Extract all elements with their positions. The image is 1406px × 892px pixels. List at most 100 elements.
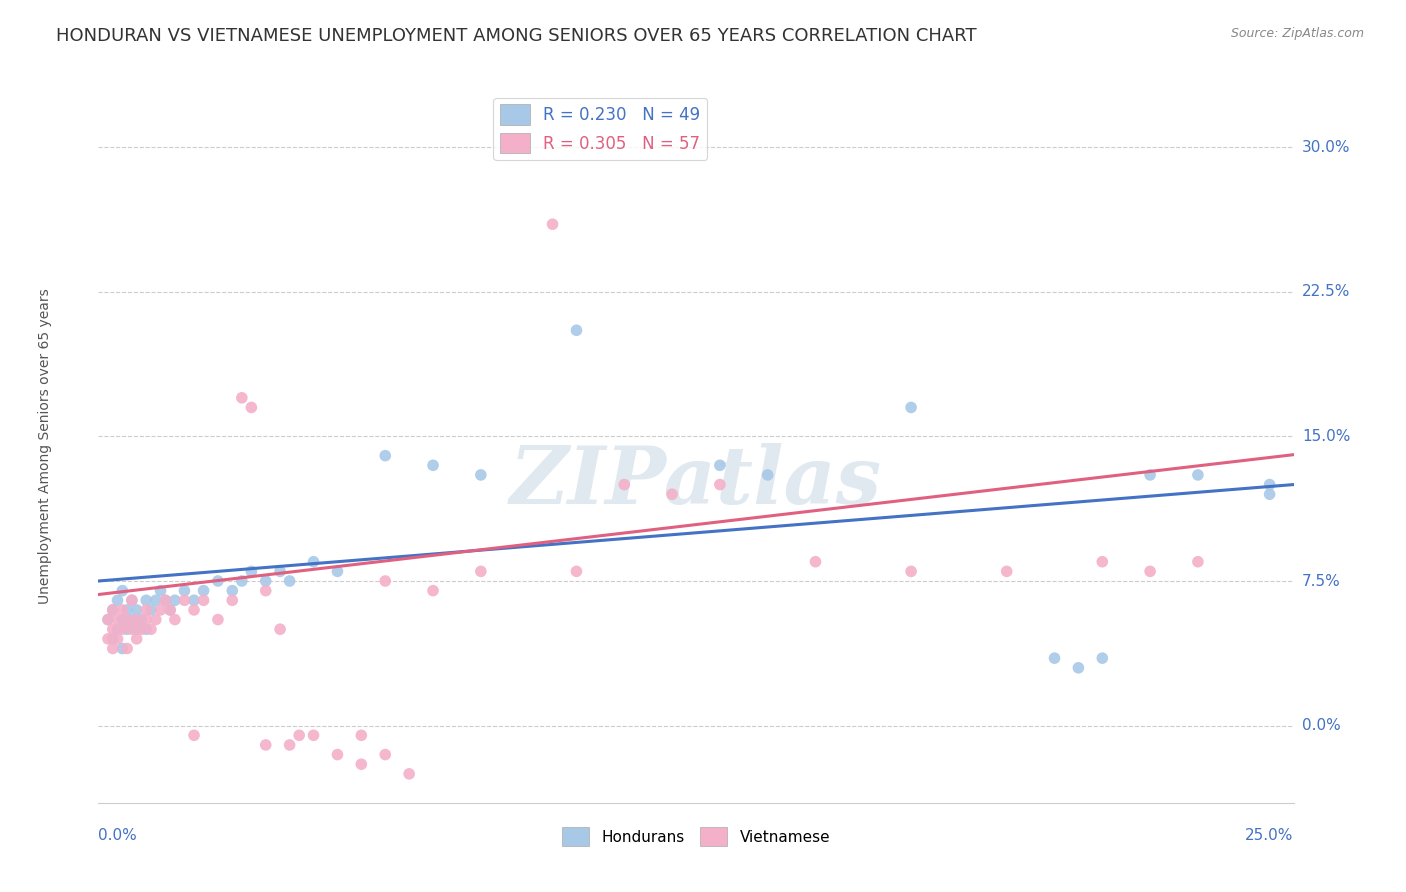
Point <box>1043 651 1066 665</box>
Point <box>756 467 779 482</box>
Point <box>661 487 683 501</box>
Text: HONDURAN VS VIETNAMESE UNEMPLOYMENT AMONG SENIORS OVER 65 YEARS CORRELATION CHAR: HONDURAN VS VIETNAMESE UNEMPLOYMENT AMON… <box>56 27 977 45</box>
Legend: Hondurans, Vietnamese: Hondurans, Vietnamese <box>555 822 837 852</box>
Point <box>125 603 148 617</box>
Point <box>149 603 172 617</box>
Point <box>269 622 291 636</box>
Point <box>115 603 138 617</box>
Point <box>101 622 124 636</box>
Point <box>101 603 124 617</box>
Point <box>145 613 167 627</box>
Point <box>804 555 827 569</box>
Point <box>254 574 277 588</box>
Point <box>183 593 205 607</box>
Point <box>613 477 636 491</box>
Text: 30.0%: 30.0% <box>1302 139 1350 154</box>
Point <box>159 603 181 617</box>
Point <box>101 632 124 646</box>
Point <box>135 613 157 627</box>
Point <box>221 583 243 598</box>
Point <box>565 323 588 337</box>
Point <box>269 565 291 579</box>
Point <box>470 565 492 579</box>
Point <box>193 593 215 607</box>
Point <box>121 622 143 636</box>
Point <box>254 583 277 598</box>
Point <box>1139 565 1161 579</box>
Point <box>302 728 325 742</box>
Point <box>125 622 148 636</box>
Point <box>1067 661 1090 675</box>
Point <box>97 613 120 627</box>
Point <box>173 593 195 607</box>
Point <box>422 458 444 473</box>
Point <box>111 583 134 598</box>
Point <box>278 574 301 588</box>
Point <box>115 622 138 636</box>
Point <box>240 401 263 415</box>
Point <box>278 738 301 752</box>
Point <box>173 583 195 598</box>
Point <box>135 593 157 607</box>
Point <box>131 622 153 636</box>
Text: 22.5%: 22.5% <box>1302 285 1350 299</box>
Point <box>1091 555 1114 569</box>
Point <box>350 757 373 772</box>
Text: 15.0%: 15.0% <box>1302 429 1350 444</box>
Point <box>107 613 129 627</box>
Point <box>183 728 205 742</box>
Point <box>121 613 143 627</box>
Point <box>135 622 157 636</box>
Point <box>125 613 148 627</box>
Point <box>155 593 177 607</box>
Point <box>193 583 215 598</box>
Point <box>995 565 1018 579</box>
Point <box>709 477 731 491</box>
Point <box>1139 467 1161 482</box>
Text: Source: ZipAtlas.com: Source: ZipAtlas.com <box>1230 27 1364 40</box>
Point <box>231 574 253 588</box>
Point <box>183 603 205 617</box>
Point <box>111 613 134 627</box>
Point <box>115 641 138 656</box>
Point <box>231 391 253 405</box>
Text: Unemployment Among Seniors over 65 years: Unemployment Among Seniors over 65 years <box>38 288 52 604</box>
Point <box>302 555 325 569</box>
Point <box>97 632 120 646</box>
Point <box>101 603 124 617</box>
Point <box>288 728 311 742</box>
Point <box>101 641 124 656</box>
Point <box>159 603 181 617</box>
Point <box>470 467 492 482</box>
Point <box>139 622 162 636</box>
Point <box>107 622 129 636</box>
Point <box>326 565 349 579</box>
Point <box>565 565 588 579</box>
Point <box>207 574 229 588</box>
Point <box>900 401 922 415</box>
Point <box>111 641 134 656</box>
Point <box>422 583 444 598</box>
Point <box>709 458 731 473</box>
Point <box>107 593 129 607</box>
Point <box>115 613 138 627</box>
Text: 0.0%: 0.0% <box>98 828 138 843</box>
Point <box>149 583 172 598</box>
Point <box>1091 651 1114 665</box>
Point <box>374 449 396 463</box>
Point <box>163 593 186 607</box>
Point <box>111 622 134 636</box>
Point <box>131 613 153 627</box>
Point <box>398 767 420 781</box>
Point <box>374 747 396 762</box>
Point <box>1187 555 1209 569</box>
Point <box>121 593 143 607</box>
Point <box>374 574 396 588</box>
Point <box>254 738 277 752</box>
Point <box>350 728 373 742</box>
Text: 0.0%: 0.0% <box>1302 718 1340 733</box>
Point <box>135 603 157 617</box>
Point <box>1258 487 1281 501</box>
Point <box>207 613 229 627</box>
Text: 7.5%: 7.5% <box>1302 574 1340 589</box>
